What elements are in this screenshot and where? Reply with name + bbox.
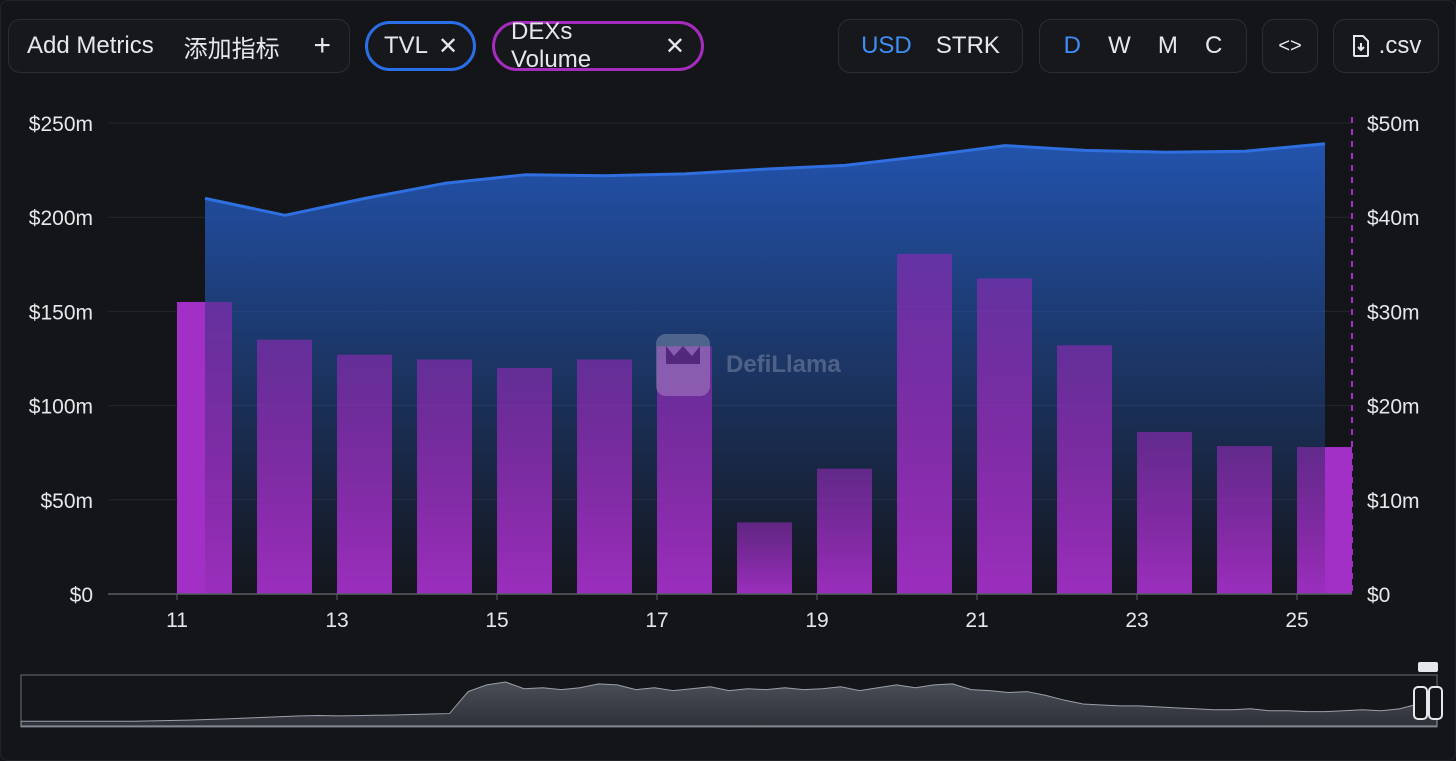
- volume-bar: [1217, 446, 1272, 594]
- volume-bar: [817, 468, 872, 594]
- volume-bar: [897, 253, 952, 595]
- volume-bar: [977, 278, 1032, 594]
- slider-grip-icon: [1418, 662, 1438, 672]
- period-option-cumulative[interactable]: C: [1205, 32, 1223, 59]
- watermark: DefiLlama: [652, 330, 841, 400]
- period-option-week[interactable]: W: [1108, 32, 1131, 59]
- volume-bar: [1057, 345, 1112, 594]
- tvl-area-series: [204, 142, 1326, 594]
- y-right-tick-label: $30m: [1367, 301, 1420, 324]
- chart-toolbar: Add Metrics 添加指标 + TVL ✕ DEXs Volume ✕ U…: [0, 0, 1456, 95]
- code-icon: <>: [1278, 34, 1302, 57]
- currency-toggle: USD STRK: [838, 19, 1023, 73]
- watermark-text: DefiLlama: [726, 351, 841, 378]
- metric-chip-tvl[interactable]: TVL ✕: [365, 21, 476, 71]
- volume-bar: [737, 522, 792, 594]
- add-metrics-label: Add Metrics: [27, 32, 154, 59]
- overview-area: [20, 681, 1438, 727]
- y-right-tick-label: $20m: [1367, 396, 1420, 419]
- dexs-volume-bars: [177, 253, 1352, 595]
- x-tick-label: 15: [485, 609, 508, 632]
- plus-icon: +: [313, 29, 331, 62]
- y-left-tick-label: $150m: [29, 301, 93, 324]
- x-tick-label: 19: [805, 609, 828, 632]
- add-metrics-cn-label: 添加指标: [183, 35, 280, 63]
- y-left-tick-label: $200m: [29, 207, 93, 230]
- metric-chip-label: TVL: [384, 32, 429, 59]
- period-option-day[interactable]: D: [1063, 32, 1081, 59]
- combo-chart: $0 $0 $50m $10m $100m $20m $150m $30m $200m $40m $…: [20, 113, 1443, 728]
- period-option-month[interactable]: M: [1157, 32, 1178, 59]
- y-right-tick-label: $40m: [1367, 207, 1420, 230]
- tvl-line: [204, 142, 1326, 217]
- y-left-tick-label: $0: [70, 584, 93, 607]
- volume-bar: [657, 346, 712, 594]
- volume-bar: [417, 359, 472, 594]
- tvl-area-fill: [205, 143, 1325, 594]
- overview-slider[interactable]: [20, 662, 1443, 728]
- currency-option-strk[interactable]: STRK: [935, 32, 1000, 59]
- csv-label: .csv: [1378, 32, 1422, 59]
- x-tick-label: 13: [325, 609, 348, 632]
- add-metrics-button[interactable]: Add Metrics 添加指标 +: [8, 19, 350, 73]
- volume-bar: [337, 354, 392, 594]
- y-right-tick-label: $10m: [1367, 490, 1420, 513]
- metric-chip-dexs-volume[interactable]: DEXs Volume ✕: [492, 18, 704, 73]
- x-tick-label: 21: [965, 609, 988, 632]
- volume-bar: [497, 367, 552, 594]
- close-icon[interactable]: ✕: [438, 32, 459, 60]
- volume-bar: [577, 359, 632, 594]
- x-tick-label: 25: [1285, 609, 1308, 632]
- x-tick-label: 17: [645, 609, 668, 632]
- y-left-tick-label: $50m: [40, 490, 93, 513]
- download-csv-button[interactable]: .csv: [1333, 19, 1439, 73]
- slider-handle-left: [1413, 686, 1428, 720]
- x-tick-label: 11: [166, 609, 188, 632]
- volume-bar-highlight: [177, 301, 205, 594]
- x-tick-label: 23: [1125, 609, 1148, 632]
- volume-bar-highlight: [1325, 447, 1352, 594]
- y-left-tick-label: $250m: [29, 113, 93, 136]
- volume-bar: [1137, 431, 1192, 594]
- file-download-icon: [1352, 35, 1369, 57]
- currency-option-usd[interactable]: USD: [861, 32, 912, 59]
- volume-bar: [257, 339, 312, 594]
- defillama-logo-icon: [656, 334, 710, 396]
- embed-code-button[interactable]: <>: [1262, 19, 1318, 73]
- metric-chip-label: DEXs Volume: [511, 18, 592, 73]
- y-right-tick-label: $50m: [1367, 113, 1420, 136]
- close-icon[interactable]: ✕: [664, 32, 685, 60]
- chart-axes: $0 $0 $50m $10m $100m $20m $150m $30m $200m $40m $…: [29, 113, 1420, 632]
- y-right-tick-label: $0: [1367, 584, 1390, 607]
- period-toggle: D W M C: [1039, 19, 1247, 73]
- y-left-tick-label: $100m: [29, 396, 93, 419]
- slider-handle-right: [1428, 686, 1443, 720]
